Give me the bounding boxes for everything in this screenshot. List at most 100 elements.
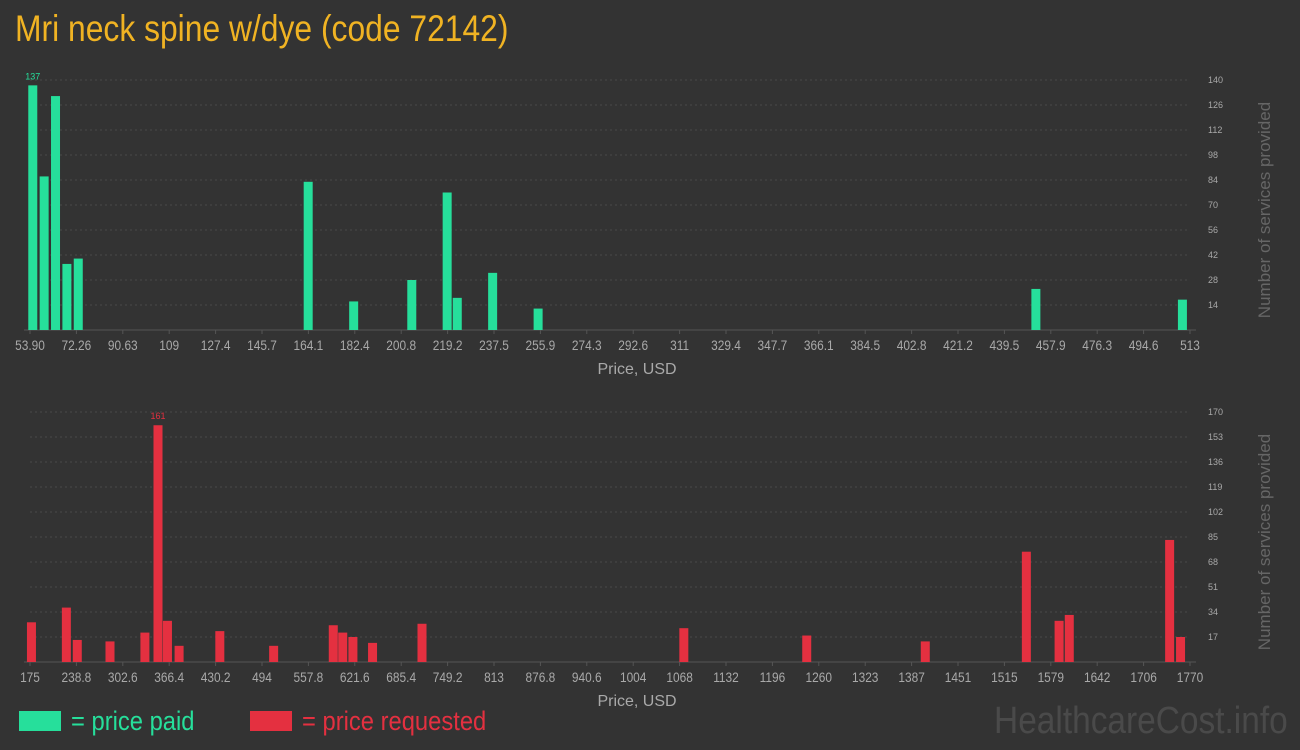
bar bbox=[1021, 551, 1031, 662]
x-tick-label: 749.2 bbox=[433, 669, 463, 685]
x-tick-label: 311 bbox=[670, 337, 689, 353]
legend-paid-swatch bbox=[19, 711, 61, 731]
x-tick-label: 347.7 bbox=[758, 337, 788, 353]
bar bbox=[215, 631, 225, 662]
x-tick-label: 366.1 bbox=[804, 337, 834, 353]
bar bbox=[1054, 620, 1064, 662]
x-tick-label: 876.8 bbox=[526, 669, 556, 685]
bar bbox=[140, 632, 150, 662]
x-tick-label: 1579 bbox=[1038, 669, 1064, 685]
x-tick-label: 145.7 bbox=[247, 337, 277, 353]
x-tick-label: 175 bbox=[20, 669, 40, 685]
x-tick-label: 1323 bbox=[852, 669, 878, 685]
x-tick-label: 302.6 bbox=[108, 669, 138, 685]
y-tick-label: 70 bbox=[1208, 200, 1218, 210]
y-tick-label: 153 bbox=[1208, 432, 1223, 442]
x-tick-label: 219.2 bbox=[433, 337, 463, 353]
bar bbox=[174, 645, 184, 662]
x-tick-label: 255.9 bbox=[526, 337, 556, 353]
bar bbox=[39, 176, 49, 330]
x-tick-label: 1642 bbox=[1084, 669, 1110, 685]
x-tick-label: 1515 bbox=[991, 669, 1017, 685]
y-axis-title: Number of services provided bbox=[1255, 434, 1274, 650]
bar bbox=[153, 425, 163, 662]
bar bbox=[1176, 637, 1186, 662]
y-tick-label: 98 bbox=[1208, 150, 1218, 160]
legend-requested-swatch bbox=[250, 711, 292, 731]
x-tick-label: 1706 bbox=[1130, 669, 1156, 685]
bar bbox=[328, 625, 338, 662]
legend-paid-label: = price paid bbox=[71, 705, 195, 736]
bar bbox=[1177, 299, 1187, 330]
x-tick-label: 402.8 bbox=[897, 337, 927, 353]
x-tick-label: 476.3 bbox=[1082, 337, 1112, 353]
bar bbox=[303, 181, 313, 330]
x-tick-label: 494 bbox=[252, 669, 272, 685]
bar bbox=[920, 641, 930, 662]
watermark: HealthcareCost.info bbox=[994, 700, 1288, 742]
bar bbox=[679, 628, 689, 662]
x-tick-label: 457.9 bbox=[1036, 337, 1066, 353]
x-tick-label: 1004 bbox=[620, 669, 646, 685]
bar bbox=[368, 642, 378, 662]
x-tick-label: 421.2 bbox=[943, 337, 973, 353]
x-tick-label: 439.5 bbox=[990, 337, 1020, 353]
x-tick-label: 1068 bbox=[666, 669, 692, 685]
y-tick-label: 85 bbox=[1208, 532, 1218, 542]
page-title: Mri neck spine w/dye (code 72142) bbox=[15, 8, 509, 49]
x-tick-label: 621.6 bbox=[340, 669, 370, 685]
legend-price-requested: = price requested bbox=[250, 703, 511, 739]
x-tick-label: 1451 bbox=[945, 669, 971, 685]
x-tick-label: 366.4 bbox=[154, 669, 184, 685]
bar bbox=[442, 192, 452, 330]
bar bbox=[269, 645, 279, 662]
x-tick-label: 813 bbox=[484, 669, 504, 685]
x-tick-label: 127.4 bbox=[201, 337, 231, 353]
bar bbox=[417, 623, 427, 662]
x-tick-label: 274.3 bbox=[572, 337, 602, 353]
y-tick-label: 34 bbox=[1208, 607, 1218, 617]
x-tick-label: 557.8 bbox=[294, 669, 324, 685]
x-tick-label: 292.6 bbox=[618, 337, 648, 353]
bar bbox=[348, 637, 358, 662]
x-tick-label: 237.5 bbox=[479, 337, 509, 353]
x-tick-label: 685.4 bbox=[386, 669, 416, 685]
bar bbox=[73, 258, 83, 330]
bar bbox=[1165, 539, 1175, 662]
x-tick-label: 90.63 bbox=[108, 337, 138, 353]
x-tick-label: 513 bbox=[1180, 337, 1200, 353]
x-tick-label: 1387 bbox=[898, 669, 924, 685]
x-tick-label: 164.1 bbox=[294, 337, 324, 353]
bar bbox=[488, 272, 498, 330]
bar bbox=[51, 96, 61, 330]
bar bbox=[338, 632, 348, 662]
bar bbox=[802, 635, 812, 662]
x-axis-title: Price, USD bbox=[597, 361, 676, 378]
bar bbox=[452, 297, 462, 330]
peak-value-label: 137 bbox=[25, 71, 40, 81]
bar bbox=[61, 607, 71, 662]
y-tick-label: 68 bbox=[1208, 557, 1218, 567]
y-tick-label: 17 bbox=[1208, 632, 1218, 642]
y-axis-title: Number of services provided bbox=[1255, 102, 1274, 318]
x-axis-title: Price, USD bbox=[597, 693, 676, 710]
bar bbox=[72, 639, 82, 662]
bar bbox=[28, 85, 38, 330]
y-tick-label: 112 bbox=[1208, 125, 1222, 135]
y-tick-label: 170 bbox=[1208, 407, 1223, 417]
y-tick-label: 56 bbox=[1208, 225, 1218, 235]
y-tick-label: 136 bbox=[1208, 457, 1223, 467]
bar bbox=[26, 622, 36, 662]
bar bbox=[349, 301, 359, 330]
x-tick-label: 494.6 bbox=[1129, 337, 1159, 353]
x-tick-label: 200.8 bbox=[386, 337, 416, 353]
y-tick-label: 119 bbox=[1208, 482, 1222, 492]
bar bbox=[407, 280, 417, 330]
legend-requested-label: = price requested bbox=[302, 705, 487, 736]
y-tick-label: 126 bbox=[1208, 100, 1223, 110]
bar bbox=[162, 620, 172, 662]
x-tick-label: 1770 bbox=[1177, 669, 1203, 685]
price-requested-chart: 17 34 51 68 85 102 119 136 153 170 175 238.8 302.6 36… bbox=[20, 407, 1274, 710]
bar bbox=[1064, 614, 1074, 662]
bar bbox=[62, 263, 72, 330]
